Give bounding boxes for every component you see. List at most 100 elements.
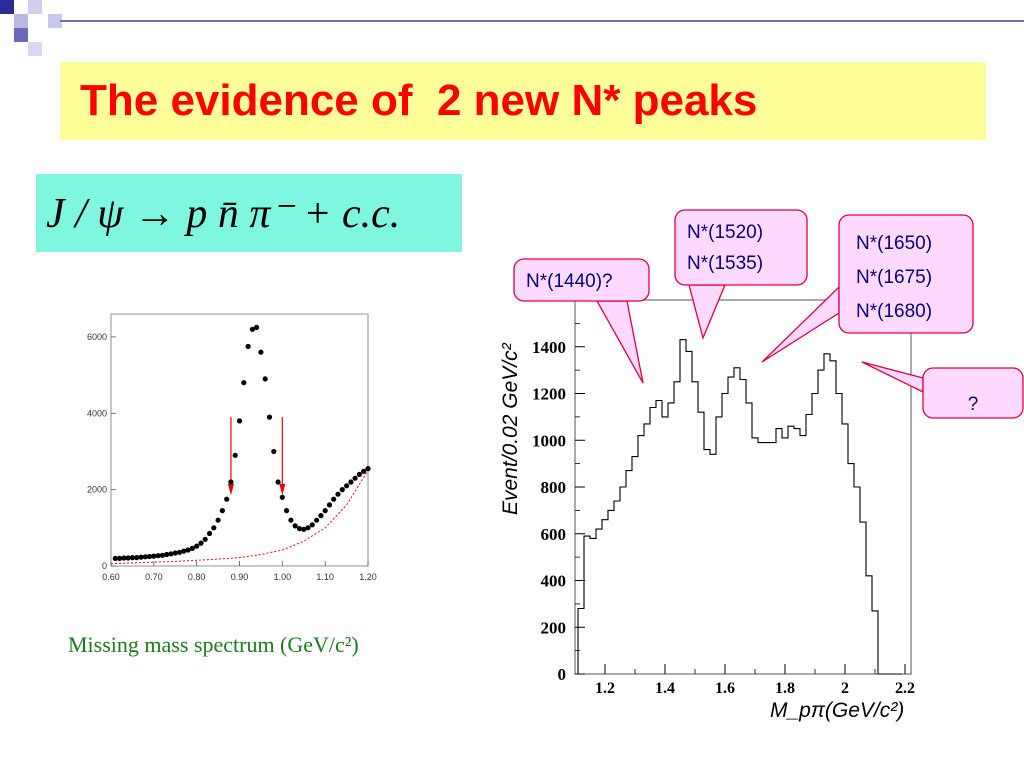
data-point [211, 525, 217, 531]
data-point [326, 502, 333, 508]
right-y-tick-label: 1200 [532, 385, 566, 404]
data-point [181, 548, 187, 554]
right-x-tick-label: 2 [841, 680, 849, 697]
data-point [301, 526, 307, 532]
data-point [275, 479, 281, 485]
callout-pointer [861, 361, 924, 394]
data-point [129, 555, 135, 561]
data-point [151, 553, 157, 559]
data-point [344, 483, 350, 489]
data-point [348, 479, 354, 485]
data-point [164, 551, 170, 558]
data-point [292, 523, 298, 529]
data-point [215, 517, 221, 523]
corner-square-light-3 [48, 14, 62, 28]
data-point [121, 555, 127, 561]
data-point [198, 540, 204, 546]
data-point [176, 549, 183, 555]
callout-pointer [688, 284, 726, 341]
right-y-tick-label: 1000 [532, 431, 566, 450]
data-point [314, 517, 320, 523]
signal-window-arrowhead [227, 483, 234, 496]
data-point [309, 522, 315, 528]
callout-pointer [595, 300, 644, 384]
left-y-tick-label: 0 [102, 561, 107, 571]
left-x-tick-label: 1.00 [274, 572, 292, 582]
callout-label: N*(1650) [856, 233, 932, 254]
data-point [168, 551, 174, 557]
data-point [228, 479, 234, 485]
corner-square-light-1 [14, 14, 28, 28]
callout-2: N*(1520) N*(1535) [674, 209, 808, 341]
signal-window-arrowhead [279, 483, 286, 496]
data-point [296, 526, 303, 532]
callout-box [513, 258, 650, 302]
right-y-tick-label: 200 [541, 618, 567, 637]
data-point [284, 508, 290, 514]
right-y-tick-label: 400 [541, 572, 567, 591]
corner-square-dark-2 [14, 28, 28, 42]
callout-4: ? [861, 361, 1024, 419]
data-point [271, 448, 277, 455]
data-point [142, 554, 148, 560]
slide-title: The evidence of 2 new N* peaks [80, 76, 758, 125]
callout-label: N*(1440)? [526, 271, 613, 292]
left-x-tick-label: 0.80 [188, 572, 206, 582]
data-point [134, 555, 140, 561]
data-point [361, 468, 367, 474]
data-point [262, 376, 268, 382]
data-point [356, 471, 362, 477]
right-x-tick-label: 1.6 [715, 680, 735, 697]
data-point [206, 530, 213, 537]
data-point [254, 324, 260, 330]
data-point [189, 545, 195, 552]
formula-box: J / ψ → p n̄ π⁻ + c.c. [36, 174, 462, 252]
right-x-tick-label: 1.4 [655, 680, 675, 697]
left-y-tick-label: 6000 [87, 332, 107, 342]
data-point [224, 496, 230, 502]
data-point [159, 552, 165, 558]
header-line [60, 20, 1024, 22]
left-y-tick-label: 4000 [87, 408, 107, 418]
data-point [241, 380, 247, 386]
callout-label: N*(1520) [687, 222, 763, 243]
right-y-tick-label: 800 [541, 478, 567, 497]
callout-box [674, 209, 808, 286]
data-point [138, 554, 144, 560]
data-point [318, 513, 324, 519]
corner-square-light-4 [28, 42, 42, 56]
data-point [335, 491, 341, 497]
left-x-tick-label: 1.20 [359, 572, 377, 582]
data-point [258, 349, 264, 355]
data-point [322, 508, 328, 514]
right-y-tick-label: 0 [558, 665, 567, 684]
callout-label: N*(1680) [856, 301, 932, 322]
callout-box [838, 214, 974, 334]
data-point [125, 555, 131, 561]
data-point [185, 547, 191, 553]
right-y-tick-label: 600 [541, 525, 567, 544]
callout-box [922, 367, 1024, 419]
data-point [172, 550, 178, 556]
corner-square-light-2 [28, 0, 42, 14]
histogram-line [577, 339, 902, 675]
corner-square-dark-1 [0, 0, 14, 14]
right-y-tick-label: 1400 [532, 338, 566, 357]
right-x-tick-label: 1.8 [775, 680, 795, 697]
data-point [245, 343, 251, 350]
data-point [279, 494, 285, 500]
callout-label: N*(1675) [856, 267, 932, 288]
data-point [202, 536, 208, 542]
callout-label: N*(1535) [687, 253, 763, 274]
left-x-tick-label: 0.90 [231, 572, 249, 582]
data-point [305, 525, 311, 531]
right-x-tick-label: 1.2 [595, 680, 615, 697]
data-point [117, 555, 123, 562]
data-point [236, 418, 243, 424]
background-fit-curve [110, 470, 369, 565]
data-point [339, 487, 345, 493]
missing-mass-caption: Missing mass spectrum (GeV/c²) [68, 632, 359, 657]
